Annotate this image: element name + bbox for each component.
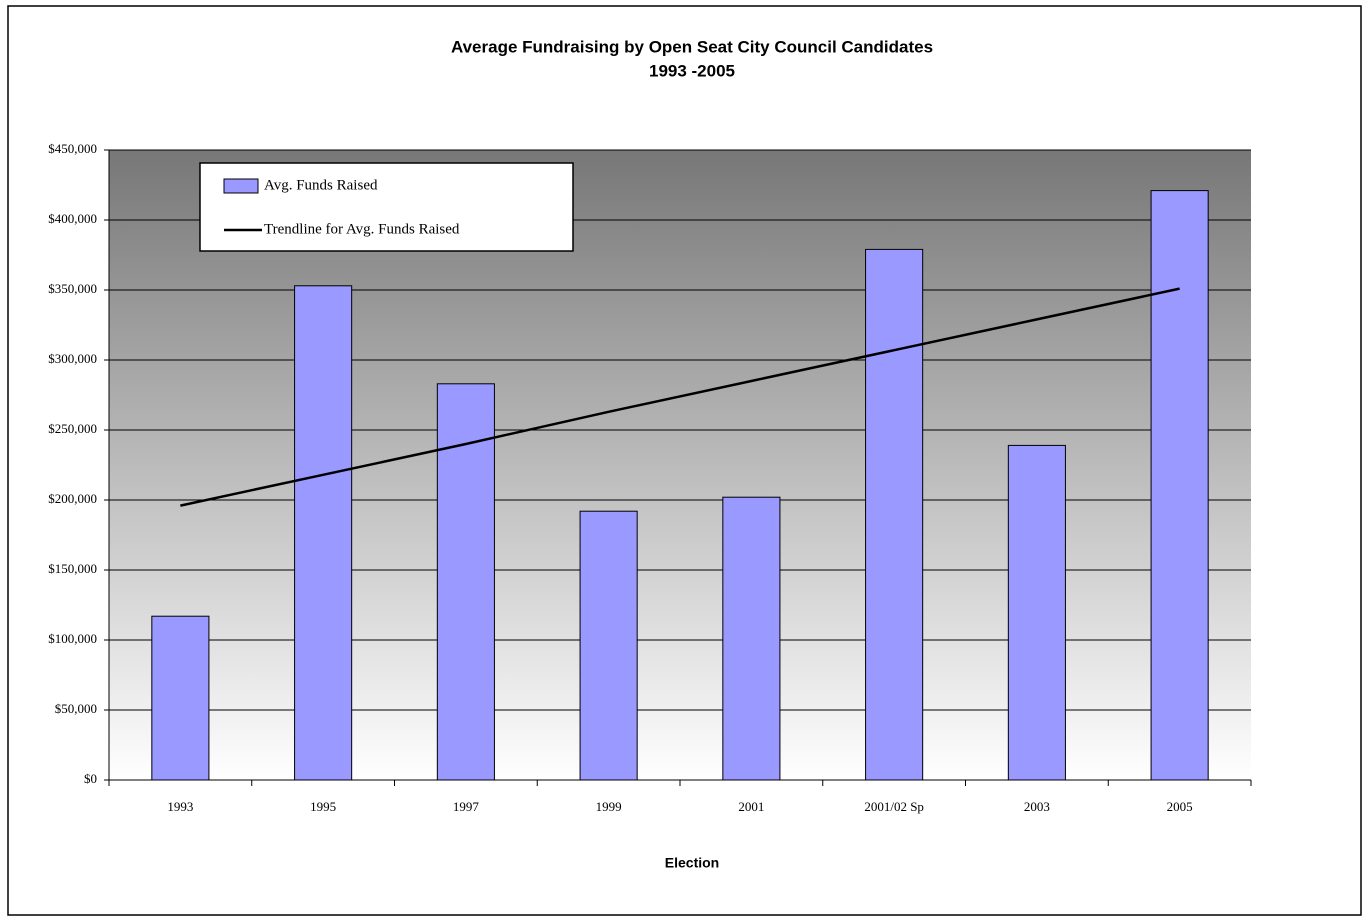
x-tick-label: 1997 bbox=[453, 799, 480, 814]
y-tick-label: $350,000 bbox=[48, 281, 97, 296]
bar bbox=[294, 285, 353, 781]
bar bbox=[1150, 190, 1209, 781]
bar bbox=[865, 248, 924, 781]
bar bbox=[579, 510, 638, 781]
x-tick-label: 1993 bbox=[167, 799, 193, 814]
bar bbox=[1007, 444, 1066, 781]
x-tick-label: 2005 bbox=[1167, 799, 1193, 814]
trendline bbox=[180, 287, 1180, 507]
y-tick-label: $450,000 bbox=[48, 141, 97, 156]
bar bbox=[151, 615, 210, 781]
y-tick-label: $150,000 bbox=[48, 561, 97, 576]
legend-label: Avg. Funds Raised bbox=[264, 177, 378, 193]
x-tick-label: 2001 bbox=[738, 799, 764, 814]
legend: Avg. Funds Raised Trendline for Avg. Fund… bbox=[199, 162, 574, 252]
y-tick-label: $200,000 bbox=[48, 491, 97, 506]
legend-label: Trendline for Avg. Funds Raised bbox=[264, 221, 460, 237]
legend-swatch bbox=[223, 178, 259, 194]
y-tick-label: $50,000 bbox=[55, 701, 97, 716]
x-tick-label: 1995 bbox=[310, 799, 336, 814]
x-tick-label: 2001/02 Sp bbox=[864, 799, 924, 814]
y-tick-label: $100,000 bbox=[48, 631, 97, 646]
y-tick-label: $0 bbox=[84, 771, 97, 786]
x-tick-label: 2003 bbox=[1024, 799, 1050, 814]
y-tick-label: $250,000 bbox=[48, 421, 97, 436]
chart-title: Average Fundraising by Open Seat City Co… bbox=[451, 37, 933, 56]
x-tick-label: 1999 bbox=[596, 799, 622, 814]
legend-box bbox=[199, 162, 574, 252]
bar bbox=[722, 496, 781, 781]
bar bbox=[436, 383, 495, 781]
x-axis-label: Election bbox=[665, 855, 719, 871]
y-tick-label: $300,000 bbox=[48, 351, 97, 366]
chart-subtitle: 1993 -2005 bbox=[649, 61, 735, 80]
y-tick-label: $400,000 bbox=[48, 211, 97, 226]
